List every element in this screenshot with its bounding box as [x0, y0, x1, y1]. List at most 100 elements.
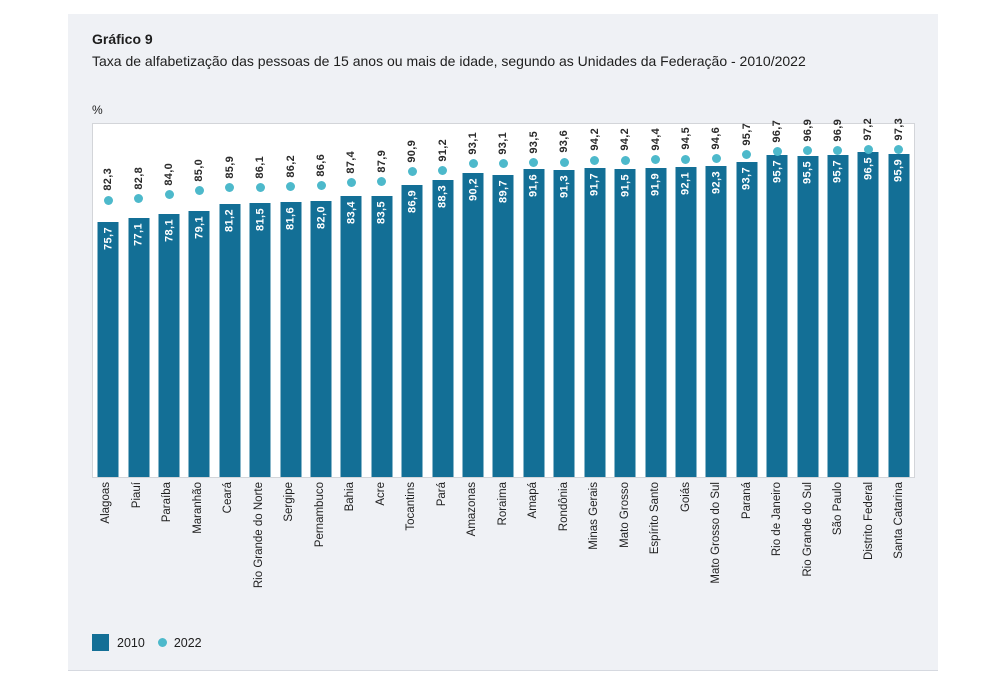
bar-value-label: 88,3	[436, 184, 449, 208]
bar-column: 81,6 86,2	[275, 124, 305, 477]
bar-column: 91,5 94,2	[610, 124, 640, 477]
dot-2022	[286, 182, 296, 192]
x-axis-tick: Mato Grosso do Sul	[702, 482, 732, 584]
dot-2022	[772, 147, 782, 157]
x-axis-tick-label: Goiás	[679, 482, 692, 513]
x-axis-tick-label: Pernambuco	[313, 482, 326, 548]
bar-value-label: 81,6	[284, 207, 297, 231]
x-axis-tick-label: Rio Grande do Sul	[801, 482, 814, 577]
bar-value-label: 91,7	[588, 173, 601, 197]
x-axis-tick-label: Espírito Santo	[649, 482, 662, 555]
dot-value-label: 93,1	[467, 132, 480, 155]
bar-value-label: 90,2	[467, 178, 480, 202]
bar-column: 92,1 94,5	[671, 124, 701, 477]
bar-value-label: 91,6	[527, 173, 540, 197]
dot-value-label: 82,8	[132, 166, 145, 190]
bar-value-label: 92,1	[679, 172, 692, 196]
dot-value-label: 94,2	[588, 128, 601, 152]
bar-value-label: 91,3	[558, 174, 571, 198]
dot-value-label: 96,7	[771, 120, 784, 143]
bar-value-label: 75,7	[102, 227, 115, 251]
bar-2010: 96,5	[857, 152, 879, 477]
dot-value-label: 91,2	[436, 138, 449, 162]
x-axis-tick: Goiás	[671, 482, 701, 512]
bar-column: 91,6 93,5	[519, 124, 549, 477]
dot-value-label: 86,2	[284, 155, 297, 178]
x-axis-tick: Tocantins	[397, 482, 427, 531]
bar-2010: 95,7	[827, 154, 849, 477]
dot-2022	[225, 183, 235, 193]
dot-2022	[529, 157, 539, 167]
dot-2022	[620, 155, 630, 165]
bar-value-label: 89,7	[497, 180, 510, 204]
x-axis-labels: Alagoas Piauí Paraíba Maranhão Ceará Rio Gran…	[92, 482, 915, 588]
legend-label-2010: 2010	[117, 635, 145, 650]
x-axis-tick: Maranhão	[183, 482, 213, 534]
x-axis-tick-label: Rio de Janeiro	[771, 482, 784, 557]
dot-2022	[803, 146, 813, 156]
bar-value-label: 77,1	[132, 222, 145, 246]
dot-value-label: 94,6	[710, 127, 723, 150]
x-axis-tick: Alagoas	[92, 482, 122, 524]
dot-value-label: 82,3	[102, 168, 115, 192]
bar-value-label: 95,7	[771, 159, 784, 183]
bar-column: 91,9 94,4	[640, 124, 670, 477]
bar-2010: 92,3	[705, 166, 727, 477]
bar-value-label: 82,0	[315, 206, 328, 230]
dot-2022	[346, 178, 356, 188]
dot-2022	[438, 165, 448, 175]
dot-2022	[894, 145, 904, 155]
dot-2022	[407, 166, 417, 176]
bar-2010: 95,9	[888, 154, 910, 477]
x-axis-tick-label: Alagoas	[100, 482, 113, 524]
x-axis-tick: Bahia	[336, 482, 366, 511]
bar-2010: 82,0	[310, 201, 332, 477]
bar-2010: 86,9	[401, 184, 423, 477]
bar-value-label: 86,9	[406, 189, 419, 213]
bar-column: 83,5 87,9	[367, 124, 397, 477]
x-axis-tick: Distrito Federal	[854, 482, 884, 560]
bar-column: 96,5 97,2	[853, 118, 883, 477]
x-axis-tick-label: São Paulo	[832, 482, 845, 536]
x-axis-tick-label: Amapá	[527, 482, 540, 519]
x-axis-tick-label: Mato Grosso	[618, 482, 631, 548]
bar-value-label: 95,5	[801, 160, 814, 184]
bar-2010: 92,1	[675, 167, 697, 477]
dot-value-label: 96,9	[801, 119, 814, 142]
bar-column: 89,7 93,1	[488, 124, 518, 477]
bar-2010: 78,1	[158, 214, 180, 477]
x-axis-tick-label: Rondônia	[557, 482, 570, 532]
x-axis-tick: Rondônia	[549, 482, 579, 531]
x-axis-tick: Ceará	[214, 482, 244, 513]
legend-swatch-2022-icon	[157, 638, 167, 647]
bar-value-label: 91,5	[619, 174, 632, 198]
dot-value-label: 86,1	[254, 155, 267, 179]
legend-label-2022: 2022	[173, 635, 202, 650]
bar-value-label: 91,9	[649, 172, 662, 196]
bar-column: 95,7 96,7	[762, 120, 792, 477]
bar-value-label: 78,1	[163, 219, 176, 243]
dot-2022	[164, 189, 174, 199]
bar-column: 91,3 93,6	[549, 124, 579, 477]
bar-2010: 93,7	[736, 161, 758, 477]
dot-value-label: 84,0	[163, 162, 176, 186]
x-axis-tick-label: Maranhão	[191, 482, 204, 534]
bar-column: 78,1 84,0	[154, 124, 184, 477]
dot-2022	[468, 159, 478, 169]
bar-column: 86,9 90,9	[397, 124, 427, 477]
bar-value-label: 83,5	[375, 201, 388, 225]
x-axis-tick: Pará	[427, 482, 457, 506]
chart-subtitle: Taxa de alfabetização das pessoas de 15 …	[92, 52, 806, 69]
bar-2010: 83,5	[371, 196, 393, 477]
dot-value-label: 90,9	[406, 139, 419, 163]
bar-2010: 79,1	[188, 210, 210, 477]
dot-2022	[377, 176, 387, 186]
x-axis-tick: Paraíba	[153, 482, 183, 522]
dot-value-label: 87,4	[345, 151, 358, 174]
x-axis-tick-label: Mato Grosso do Sul	[710, 482, 723, 584]
dot-2022	[681, 154, 691, 164]
bar-2010: 90,2	[462, 173, 484, 477]
dot-2022	[498, 159, 508, 169]
x-axis-tick-label: Bahia	[344, 482, 357, 512]
dot-2022	[255, 182, 265, 192]
